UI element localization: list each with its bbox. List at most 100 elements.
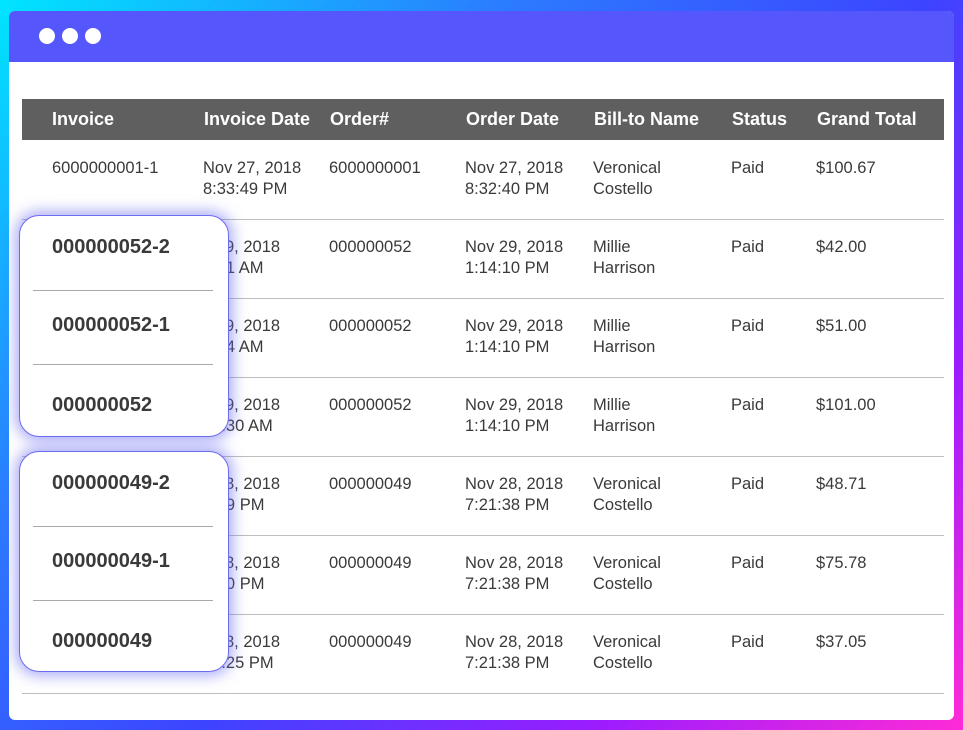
bill-to-name-cell: Veronical Costello xyxy=(593,474,661,516)
grand-total-cell: $101.00 xyxy=(816,396,876,414)
bill-to-name-cell-line: Costello xyxy=(593,654,653,672)
window-control-dot-2[interactable] xyxy=(62,28,78,44)
order-date-cell: Nov 27, 2018 8:32:40 PM xyxy=(465,158,563,200)
row-divider xyxy=(22,456,944,457)
order-number-cell: 000000052 xyxy=(329,317,412,335)
window-control-dot-3[interactable] xyxy=(85,28,101,44)
bill-to-name-cell: Millie Harrison xyxy=(593,237,655,279)
table-row[interactable]: v 28, 2018 3:49 PM 000000049 Nov 28, 2018 7:… xyxy=(22,457,944,536)
order-date-cell: Nov 29, 2018 1:14:10 PM xyxy=(465,237,563,279)
order-date-cell-line: Nov 29, 2018 xyxy=(465,396,564,414)
order-date-cell: Nov 28, 2018 7:21:38 PM xyxy=(465,632,563,674)
order-date-cell-line: 1:14:10 PM xyxy=(465,259,550,277)
bill-to-name-cell-line: Millie xyxy=(593,238,631,256)
order-number-cell: 000000052 xyxy=(329,238,412,256)
bill-to-name-cell: Veronical Costello xyxy=(593,632,661,674)
bill-to-name-cell-line: Harrison xyxy=(593,338,656,356)
status-cell: Paid xyxy=(731,396,765,414)
bill-to-name-cell-line: Harrison xyxy=(593,417,656,435)
table-row[interactable]: 6000000001-1 Nov 27, 2018 8:33:49 PM 600000… xyxy=(22,141,944,220)
bill-to-name-cell-line: Costello xyxy=(593,575,653,593)
order-date-cell-line: Nov 28, 2018 xyxy=(465,475,564,493)
column-header-order[interactable]: Order# xyxy=(330,109,390,129)
invoice-date-cell-line: 8:33:49 PM xyxy=(203,180,288,198)
order-date-cell-line: 7:21:38 PM xyxy=(465,496,550,514)
order-number-cell: 000000052 xyxy=(329,396,412,414)
invoice-date-cell-line: Nov 27, 2018 xyxy=(203,159,302,177)
order-number-cell: 000000049 xyxy=(329,554,412,572)
bill-to-name-cell: Veronical Costello xyxy=(593,158,661,200)
order-date-cell-line: Nov 29, 2018 xyxy=(465,317,564,335)
order-date-cell-line: Nov 27, 2018 xyxy=(465,159,564,177)
row-divider xyxy=(22,298,944,299)
column-header-invoice-date[interactable]: Invoice Date xyxy=(204,109,311,129)
column-header-order-date[interactable]: Order Date xyxy=(466,109,560,129)
column-header-bill-to-name[interactable]: Bill-to Name xyxy=(594,109,700,129)
row-divider xyxy=(22,219,944,220)
callout-divider xyxy=(33,290,213,291)
bill-to-name-cell: Millie Harrison xyxy=(593,316,655,358)
bill-to-name-cell-line: Millie xyxy=(593,317,631,335)
order-date-cell-line: 7:21:38 PM xyxy=(465,654,550,672)
status-cell: Paid xyxy=(731,633,765,651)
status-cell: Paid xyxy=(731,475,765,493)
order-date-cell: Nov 29, 2018 1:14:10 PM xyxy=(465,316,563,358)
order-date-cell-line: Nov 28, 2018 xyxy=(465,554,564,572)
order-date-cell: Nov 28, 2018 7:21:38 PM xyxy=(465,553,563,595)
grand-total-cell: $75.78 xyxy=(816,554,867,572)
order-date-cell-line: 1:14:10 PM xyxy=(465,417,550,435)
order-number-cell: 000000049 xyxy=(329,475,412,493)
status-cell: Paid xyxy=(731,554,765,572)
bill-to-name-cell: Veronical Costello xyxy=(593,553,661,595)
bill-to-name-cell: Millie Harrison xyxy=(593,395,655,437)
bill-to-name-cell-line: Veronical xyxy=(593,475,661,493)
row-divider xyxy=(22,535,944,536)
table-header: Invoice Invoice Date Order# Order Date B… xyxy=(22,99,944,140)
column-header-grand-total[interactable]: Grand Total xyxy=(817,109,917,129)
order-date-cell: Nov 28, 2018 7:21:38 PM xyxy=(465,474,563,516)
grand-total-cell: $48.71 xyxy=(816,475,867,493)
invoice-callout-000000049: 000000049-2 000000049-1 000000049 xyxy=(19,451,229,672)
callout-divider xyxy=(33,600,213,601)
bill-to-name-cell-line: Veronical xyxy=(593,554,661,572)
title-bar xyxy=(9,11,954,62)
callout-invoice-item[interactable]: 000000049-2 xyxy=(52,472,170,494)
order-date-cell-line: Nov 28, 2018 xyxy=(465,633,564,651)
bill-to-name-cell-line: Millie xyxy=(593,396,631,414)
order-date-cell-line: 7:21:38 PM xyxy=(465,575,550,593)
column-header-status[interactable]: Status xyxy=(732,109,788,129)
bill-to-name-cell-line: Costello xyxy=(593,180,653,198)
order-date-cell-line: Nov 29, 2018 xyxy=(465,238,564,256)
status-cell: Paid xyxy=(731,159,765,177)
order-date-cell-line: 8:32:40 PM xyxy=(465,180,550,198)
order-date-cell: Nov 29, 2018 1:14:10 PM xyxy=(465,395,563,437)
grand-total-cell: $51.00 xyxy=(816,317,867,335)
bill-to-name-cell-line: Harrison xyxy=(593,259,656,277)
grand-total-cell: $100.67 xyxy=(816,159,876,177)
order-number-cell: 000000049 xyxy=(329,633,412,651)
invoice-cell: 6000000001-1 xyxy=(52,159,159,177)
order-date-cell-line: 1:14:10 PM xyxy=(465,338,550,356)
column-header-invoice[interactable]: Invoice xyxy=(52,109,115,129)
callout-invoice-item[interactable]: 000000049-1 xyxy=(52,550,170,572)
callout-invoice-item[interactable]: 000000052-1 xyxy=(52,314,170,336)
callout-divider xyxy=(33,364,213,365)
row-divider xyxy=(22,377,944,378)
row-divider xyxy=(22,614,944,615)
callout-divider xyxy=(33,526,213,527)
order-number-cell: 6000000001 xyxy=(329,159,421,177)
window-control-dot-1[interactable] xyxy=(39,28,55,44)
grand-total-cell: $37.05 xyxy=(816,633,867,651)
bill-to-name-cell-line: Veronical xyxy=(593,633,661,651)
grand-total-cell: $42.00 xyxy=(816,238,867,256)
invoice-date-cell: Nov 27, 2018 8:33:49 PM xyxy=(203,158,301,200)
table-row[interactable]: v 28, 2018 53:25 PM 000000049 Nov 28, 2018 7… xyxy=(22,615,944,694)
bill-to-name-cell-line: Costello xyxy=(593,496,653,514)
row-divider xyxy=(22,693,944,694)
callout-invoice-item[interactable]: 000000052-2 xyxy=(52,236,170,258)
bill-to-name-cell-line: Veronical xyxy=(593,159,661,177)
callout-invoice-item[interactable]: 000000052 xyxy=(52,394,153,416)
status-cell: Paid xyxy=(731,238,765,256)
status-cell: Paid xyxy=(731,317,765,335)
callout-invoice-item[interactable]: 000000049 xyxy=(52,630,153,652)
